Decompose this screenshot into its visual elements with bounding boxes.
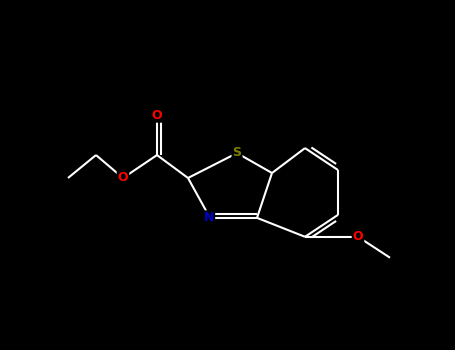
Text: O: O bbox=[152, 109, 162, 122]
Text: O: O bbox=[118, 172, 128, 184]
Text: O: O bbox=[353, 230, 363, 243]
Text: N: N bbox=[204, 211, 214, 224]
Text: S: S bbox=[233, 146, 242, 159]
